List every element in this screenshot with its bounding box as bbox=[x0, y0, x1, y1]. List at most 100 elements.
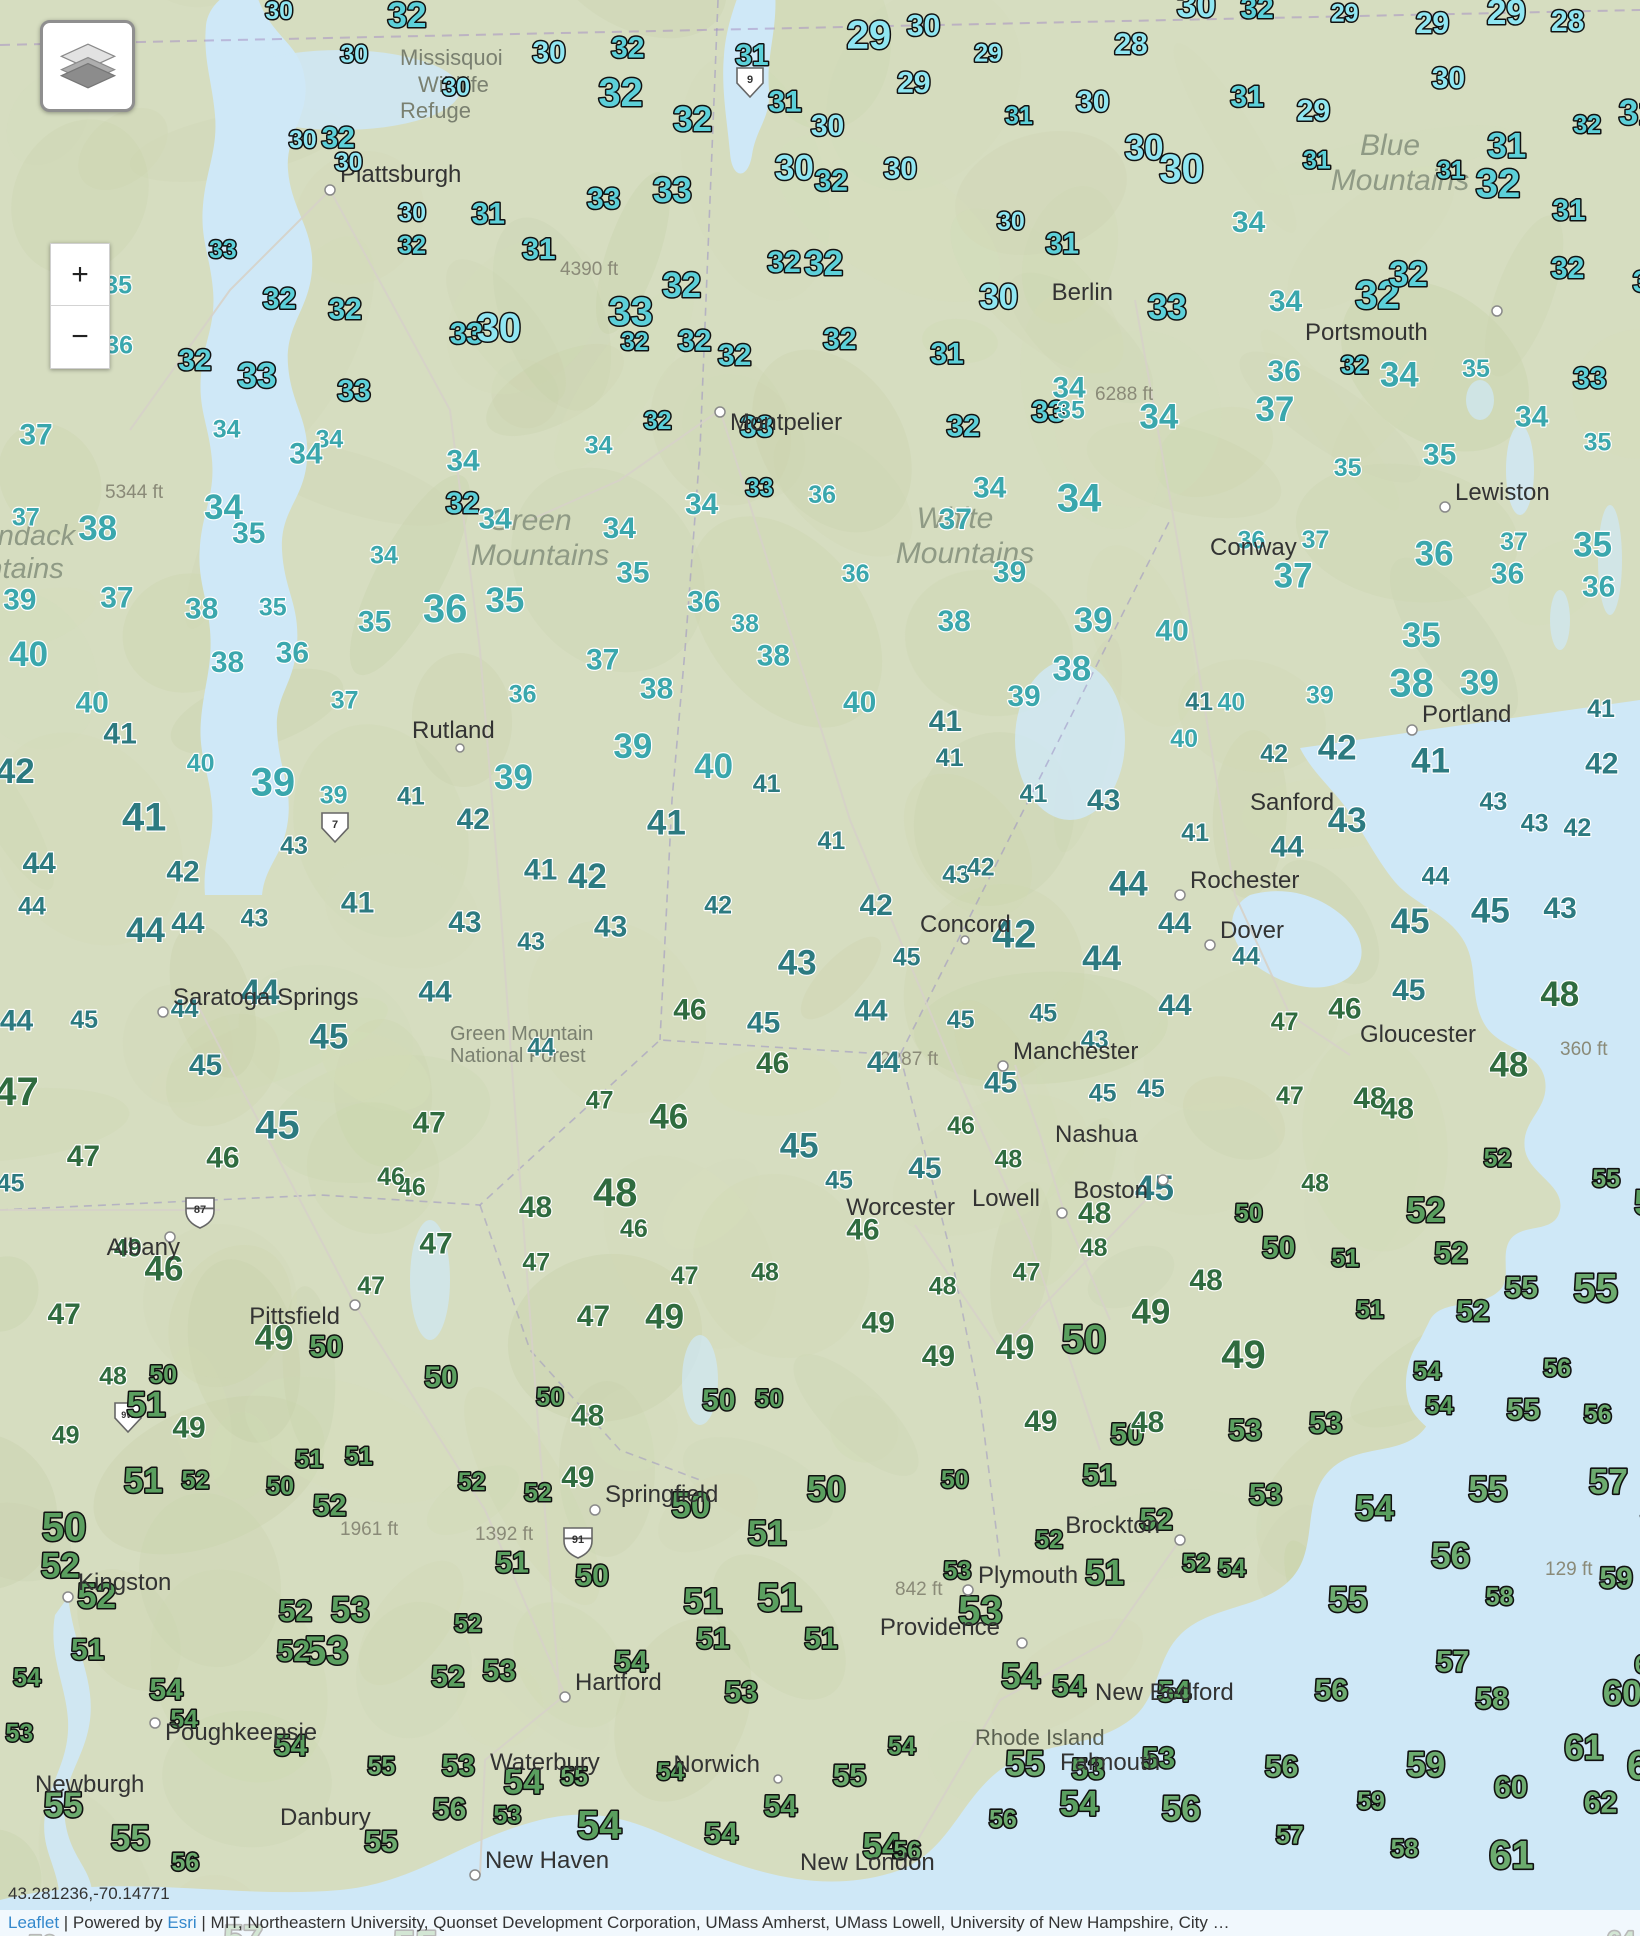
svg-text:44: 44 bbox=[1082, 939, 1121, 978]
svg-text:54: 54 bbox=[704, 1818, 738, 1851]
svg-text:45: 45 bbox=[309, 1018, 348, 1057]
svg-text:51: 51 bbox=[495, 1547, 528, 1580]
svg-text:50: 50 bbox=[941, 1466, 969, 1494]
svg-text:47: 47 bbox=[413, 1107, 446, 1140]
svg-text:32: 32 bbox=[678, 325, 711, 358]
svg-text:42: 42 bbox=[0, 752, 35, 791]
svg-text:44: 44 bbox=[1271, 831, 1305, 864]
svg-text:56: 56 bbox=[1265, 1751, 1298, 1784]
svg-text:Missisquoi: Missisquoi bbox=[400, 45, 503, 70]
svg-text:32: 32 bbox=[662, 266, 701, 305]
svg-text:Mountains: Mountains bbox=[0, 553, 64, 585]
svg-text:44: 44 bbox=[0, 1005, 33, 1038]
svg-text:34: 34 bbox=[1515, 400, 1549, 433]
svg-text:34: 34 bbox=[370, 542, 398, 570]
svg-text:Providence: Providence bbox=[880, 1614, 1000, 1641]
svg-text:31: 31 bbox=[1487, 126, 1526, 165]
svg-text:34: 34 bbox=[603, 512, 637, 545]
svg-text:57: 57 bbox=[1276, 1822, 1304, 1850]
svg-text:52: 52 bbox=[41, 1547, 80, 1586]
svg-text:43: 43 bbox=[1543, 892, 1576, 925]
svg-text:54: 54 bbox=[1218, 1555, 1246, 1583]
svg-text:33: 33 bbox=[1148, 288, 1187, 327]
svg-text:47: 47 bbox=[1276, 1082, 1304, 1110]
svg-text:44: 44 bbox=[126, 911, 165, 950]
svg-text:32: 32 bbox=[388, 0, 427, 35]
svg-text:61: 61 bbox=[1564, 1729, 1603, 1768]
svg-text:55: 55 bbox=[1505, 1271, 1538, 1304]
svg-text:50: 50 bbox=[424, 1361, 457, 1394]
svg-text:51: 51 bbox=[696, 1623, 729, 1656]
svg-text:60: 60 bbox=[1603, 1674, 1640, 1713]
svg-text:Brockton: Brockton bbox=[1065, 1512, 1160, 1539]
svg-text:360 ft: 360 ft bbox=[1560, 1039, 1608, 1060]
svg-text:42: 42 bbox=[166, 855, 199, 888]
svg-text:53: 53 bbox=[442, 1749, 475, 1782]
svg-text:51: 51 bbox=[1331, 1245, 1359, 1273]
svg-text:47: 47 bbox=[1271, 1008, 1299, 1036]
svg-text:52: 52 bbox=[1406, 1191, 1445, 1230]
svg-text:Falmouth: Falmouth bbox=[1060, 1749, 1160, 1776]
svg-text:36: 36 bbox=[1582, 570, 1615, 603]
svg-text:51: 51 bbox=[295, 1445, 323, 1473]
svg-text:59: 59 bbox=[1406, 1745, 1445, 1784]
svg-text:42: 42 bbox=[1260, 740, 1288, 768]
svg-text:New London: New London bbox=[800, 1849, 935, 1876]
svg-text:57: 57 bbox=[1589, 1463, 1628, 1502]
svg-text:41: 41 bbox=[122, 796, 167, 840]
svg-text:35: 35 bbox=[358, 606, 391, 639]
svg-text:31: 31 bbox=[768, 85, 801, 118]
svg-text:48: 48 bbox=[751, 1258, 779, 1286]
svg-text:49: 49 bbox=[1024, 1405, 1057, 1438]
svg-text:50: 50 bbox=[149, 1361, 177, 1389]
svg-text:51: 51 bbox=[127, 1386, 166, 1425]
svg-text:41: 41 bbox=[936, 744, 964, 772]
svg-text:45: 45 bbox=[189, 1049, 222, 1082]
svg-text:52: 52 bbox=[1434, 1237, 1467, 1270]
svg-text:39: 39 bbox=[1306, 681, 1334, 709]
svg-text:30: 30 bbox=[340, 41, 368, 69]
svg-text:35: 35 bbox=[1584, 428, 1612, 456]
svg-text:Albany: Albany bbox=[107, 1234, 180, 1261]
svg-text:51: 51 bbox=[1085, 1554, 1124, 1593]
svg-text:35: 35 bbox=[1334, 454, 1362, 482]
svg-text:842 ft: 842 ft bbox=[895, 1579, 943, 1600]
svg-text:52: 52 bbox=[1456, 1295, 1489, 1328]
svg-text:29: 29 bbox=[974, 39, 1002, 67]
svg-text:52: 52 bbox=[1035, 1526, 1063, 1554]
svg-text:34: 34 bbox=[289, 437, 323, 470]
svg-text:Montpelier: Montpelier bbox=[730, 409, 842, 436]
svg-text:34: 34 bbox=[213, 416, 241, 444]
svg-text:40: 40 bbox=[9, 635, 48, 674]
svg-text:32: 32 bbox=[446, 487, 479, 520]
svg-text:35: 35 bbox=[1402, 616, 1441, 655]
svg-text:46: 46 bbox=[673, 994, 706, 1027]
svg-text:31: 31 bbox=[1230, 80, 1263, 113]
svg-text:36: 36 bbox=[276, 637, 309, 670]
svg-text:55: 55 bbox=[111, 1819, 150, 1858]
svg-text:36: 36 bbox=[842, 560, 870, 588]
svg-text:46: 46 bbox=[620, 1215, 648, 1243]
svg-text:50: 50 bbox=[755, 1385, 783, 1413]
svg-text:37: 37 bbox=[1302, 526, 1330, 554]
svg-text:54: 54 bbox=[1413, 1358, 1441, 1386]
svg-text:33: 33 bbox=[209, 236, 237, 264]
svg-text:32: 32 bbox=[673, 100, 712, 139]
svg-text:38: 38 bbox=[757, 640, 790, 673]
svg-text:54: 54 bbox=[1634, 1184, 1640, 1223]
svg-text:57: 57 bbox=[1436, 1646, 1469, 1679]
svg-text:Newburgh: Newburgh bbox=[35, 1771, 144, 1798]
svg-text:56: 56 bbox=[1431, 1537, 1470, 1576]
svg-text:44: 44 bbox=[1158, 907, 1192, 940]
svg-text:Plymouth: Plymouth bbox=[978, 1562, 1078, 1589]
svg-text:41: 41 bbox=[1587, 695, 1615, 723]
svg-text:34: 34 bbox=[1052, 372, 1086, 405]
svg-text:34: 34 bbox=[1232, 206, 1266, 239]
svg-text:30: 30 bbox=[997, 207, 1025, 235]
svg-text:51: 51 bbox=[748, 1514, 787, 1553]
svg-text:Mountains: Mountains bbox=[471, 539, 609, 572]
svg-text:38: 38 bbox=[640, 672, 673, 705]
svg-text:87: 87 bbox=[194, 1204, 206, 1216]
svg-text:40: 40 bbox=[76, 687, 109, 720]
svg-text:34: 34 bbox=[685, 488, 719, 521]
